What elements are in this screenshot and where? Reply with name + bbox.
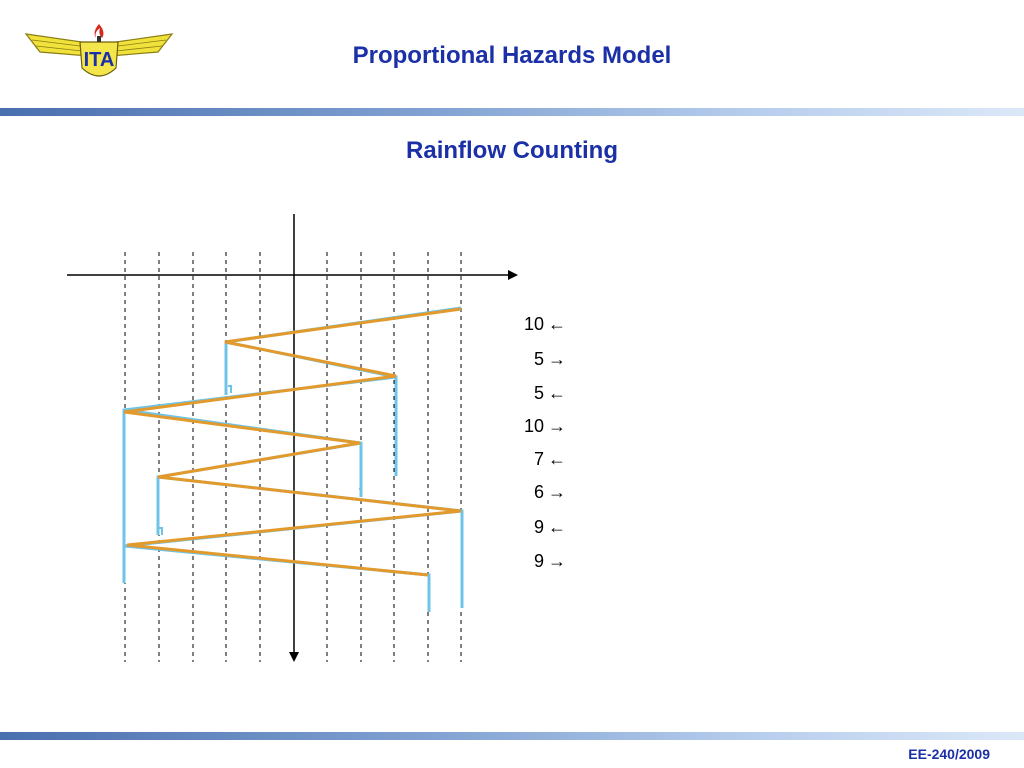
left-arrow-icon: ←: [548, 517, 567, 537]
half-cycle-range: 5: [534, 383, 545, 403]
header-title: Proportional Hazards Model: [352, 42, 672, 69]
half-cycle-label: 10 →: [496, 395, 566, 437]
half-cycle-range: 10: [523, 314, 545, 334]
right-arrow-icon: →: [548, 349, 567, 369]
blue-rainflow-path: [122, 306, 464, 612]
half-cycle-range: 10: [523, 416, 545, 436]
left-arrow-icon: ←: [548, 314, 567, 334]
torch-flame-icon: [94, 24, 104, 38]
half-cycle-label: 5 →: [496, 328, 566, 370]
x-axis-arrow-icon: [508, 270, 518, 280]
top-divider-band: [0, 108, 1024, 116]
slide-title: Rainflow Counting: [406, 137, 618, 164]
left-arrow-icon: ←: [548, 449, 567, 469]
footer-course-code: EE-240/2009: [908, 746, 990, 762]
half-cycle-label: 6 →: [496, 461, 566, 503]
half-cycle-label: 9 ←: [496, 496, 566, 538]
logo-text: ITA: [84, 49, 115, 71]
half-cycle-range: 5: [534, 349, 545, 369]
orange-load-history: [123, 307, 462, 577]
half-cycle-range: 9: [534, 517, 545, 537]
half-cycle-label: 9 →: [496, 530, 566, 572]
half-cycle-label: 10 ←: [496, 293, 566, 335]
half-cycle-label: 7 ←: [496, 428, 566, 470]
bottom-divider-band: [0, 732, 1024, 740]
right-arrow-icon: →: [548, 551, 567, 571]
half-cycle-range: 7: [534, 449, 545, 469]
y-axis-arrow-icon: [289, 652, 299, 662]
ita-logo: ITA: [24, 24, 174, 77]
shield-icon: [79, 41, 119, 77]
guide-lines: [124, 252, 462, 662]
right-arrow-icon: →: [548, 482, 567, 502]
half-cycle-range: 6: [534, 482, 545, 502]
right-arrow-icon: →: [548, 416, 567, 436]
half-cycle-label: 5 ←: [496, 362, 566, 404]
left-arrow-icon: ←: [548, 383, 567, 403]
half-cycle-range: 9: [534, 551, 545, 571]
